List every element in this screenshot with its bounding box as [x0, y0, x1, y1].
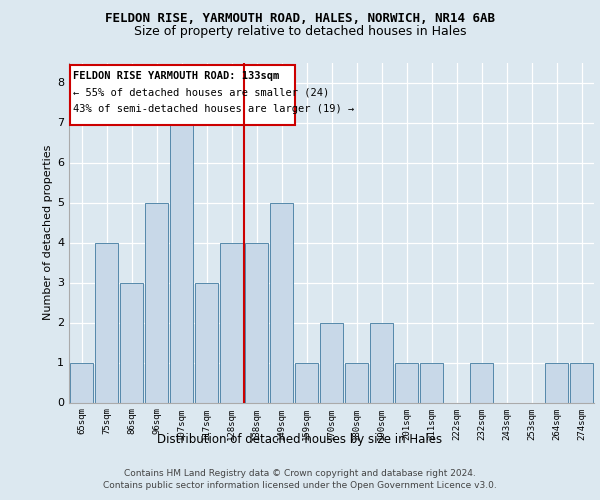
Bar: [395, 362, 418, 403]
Text: FELDON RISE YARMOUTH ROAD: 133sqm: FELDON RISE YARMOUTH ROAD: 133sqm: [73, 70, 280, 81]
Y-axis label: Number of detached properties: Number of detached properties: [43, 145, 53, 320]
Bar: [345, 362, 368, 403]
Bar: [320, 322, 343, 402]
Bar: [470, 362, 493, 403]
Bar: [570, 362, 593, 403]
Bar: [545, 362, 568, 403]
Bar: [245, 242, 268, 402]
Text: Contains HM Land Registry data © Crown copyright and database right 2024.: Contains HM Land Registry data © Crown c…: [124, 469, 476, 478]
Bar: [120, 282, 143, 403]
Bar: [220, 242, 243, 402]
Text: ← 55% of detached houses are smaller (24): ← 55% of detached houses are smaller (24…: [73, 88, 329, 98]
Text: 43% of semi-detached houses are larger (19) →: 43% of semi-detached houses are larger (…: [73, 104, 355, 115]
Bar: [95, 242, 118, 402]
Text: Contains public sector information licensed under the Open Government Licence v3: Contains public sector information licen…: [103, 481, 497, 490]
Bar: [70, 362, 93, 403]
Bar: [195, 282, 218, 403]
FancyBboxPatch shape: [70, 64, 295, 124]
Text: Size of property relative to detached houses in Hales: Size of property relative to detached ho…: [134, 25, 466, 38]
Text: FELDON RISE, YARMOUTH ROAD, HALES, NORWICH, NR14 6AB: FELDON RISE, YARMOUTH ROAD, HALES, NORWI…: [105, 12, 495, 26]
Text: Distribution of detached houses by size in Hales: Distribution of detached houses by size …: [157, 434, 443, 446]
Bar: [170, 122, 193, 402]
Bar: [420, 362, 443, 403]
Bar: [145, 202, 168, 402]
Bar: [295, 362, 318, 403]
Bar: [270, 202, 293, 402]
Bar: [370, 322, 393, 402]
